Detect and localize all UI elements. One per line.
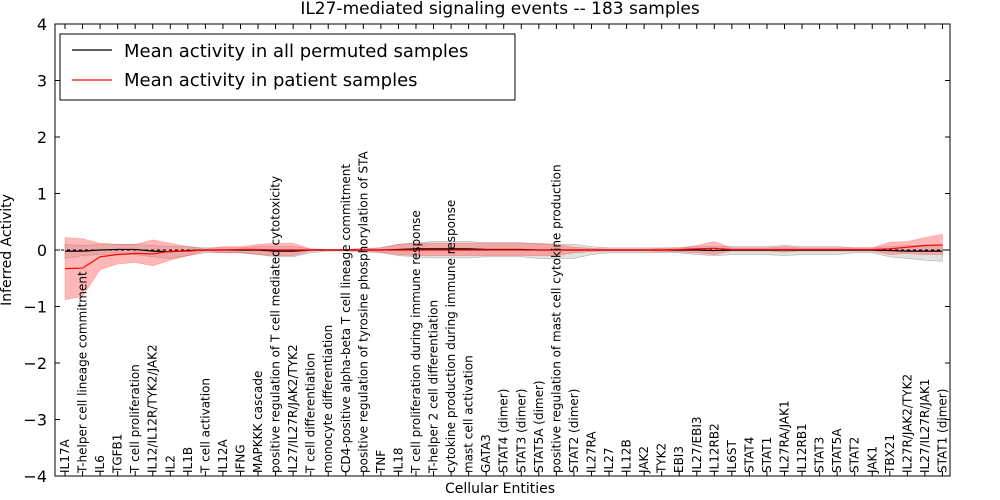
y-axis-title: Inferred Activity	[0, 194, 15, 306]
x-category-label: T cell activation	[198, 378, 212, 474]
y-tick-label: −3	[23, 411, 47, 430]
x-category-label: IL27RA/JAK1	[778, 400, 792, 473]
plot-frame	[54, 23, 951, 477]
x-category-label: IL12RB2	[707, 423, 721, 473]
x-category-label: IL27R/JAK2/TYK2	[900, 374, 914, 473]
x-category-label: EBI3	[672, 446, 686, 473]
x-category-label: STAT5A (dimer)	[532, 380, 546, 473]
x-category-label: T cell differentiation	[304, 353, 318, 474]
legend: Mean activity in all permuted samples Me…	[59, 33, 516, 101]
y-tick-label: 0	[37, 241, 47, 260]
x-category-label: T-helper 2 cell differentiation	[427, 300, 441, 474]
x-category-label: positive regulation of T cell mediated c…	[269, 176, 283, 473]
x-category-label: IL18	[391, 448, 405, 474]
x-category-label: mast cell activation	[462, 355, 476, 473]
x-category-label: JAK1	[865, 446, 879, 474]
x-category-label: IL1B	[181, 447, 195, 473]
x-category-label: STAT4	[742, 437, 756, 473]
x-category-label: IL17A	[58, 439, 72, 473]
x-category-label: T-helper cell lineage commitment	[76, 271, 90, 474]
chart-title: IL27-mediated signaling events -- 183 sa…	[300, 0, 700, 19]
x-category-label: STAT3	[813, 437, 827, 473]
x-category-label: MAPKKK cascade	[251, 371, 265, 473]
x-category-label: IL27/EBI3	[690, 416, 704, 473]
x-category-label: positive regulation of tyrosine phosphor…	[356, 150, 370, 473]
x-category-label: cytokine production during immune respon…	[444, 200, 458, 473]
legend-box	[59, 33, 516, 101]
series-band-0	[64, 241, 943, 262]
x-category-label: STAT2 (dimer)	[567, 389, 581, 473]
legend-label-permuted: Mean activity in all permuted samples	[124, 41, 468, 62]
x-category-label: monocyte differentiation	[321, 325, 335, 473]
x-category-label: STAT5A	[830, 428, 844, 473]
x-category-label: IL27	[602, 448, 616, 474]
x-category-label: STAT3 (dimer)	[514, 389, 528, 473]
x-category-label: IL2	[163, 455, 177, 473]
x-category-label: STAT1 (dimer)	[935, 389, 949, 473]
x-category-label: GATA3	[479, 434, 493, 473]
x-category-label: T cell proliferation during immune respo…	[409, 210, 423, 474]
y-tick-label: −4	[23, 467, 47, 486]
x-category-label: IL12RB1	[795, 423, 809, 473]
x-category-label: STAT2	[848, 437, 862, 473]
y-tick-label: −1	[23, 298, 47, 317]
x-category-label: IFNG	[233, 444, 247, 473]
y-tick-label: 1	[37, 185, 47, 204]
series-line-1	[64, 244, 943, 270]
x-category-label: STAT4 (dimer)	[497, 389, 511, 473]
x-category-label: IL6	[93, 455, 107, 473]
x-category-label: T cell proliferation	[128, 364, 142, 474]
x-category-label: IL12/IL12R/TYK2/JAK2	[146, 344, 160, 473]
x-category-label: JAK2	[637, 446, 651, 474]
x-category-label: TBX21	[883, 434, 897, 474]
x-category-label: IL6ST	[725, 440, 739, 473]
x-category-label: IL12B	[620, 439, 634, 473]
x-category-label: IL27RA	[584, 431, 598, 473]
x-category-label: STAT1	[760, 437, 774, 473]
x-category-label: TNF	[374, 450, 388, 474]
y-tick-label: 2	[37, 128, 47, 147]
x-category-label: TYK2	[655, 443, 669, 474]
x-axis-title: Cellular Entities	[445, 481, 555, 497]
x-category-label: CD4-positive alpha-beta T cell lineage c…	[339, 164, 353, 473]
x-category-label: IL12A	[216, 439, 230, 473]
x-category-label: positive regulation of mast cell cytokin…	[549, 164, 563, 473]
x-category-label: TGFB1	[111, 434, 125, 474]
y-tick-label: −2	[23, 354, 47, 373]
y-tick-label: 3	[37, 72, 47, 91]
legend-label-patient: Mean activity in patient samples	[124, 70, 418, 91]
y-tick-label: 4	[37, 15, 47, 34]
x-category-label: IL27/IL27R/JAK1	[918, 379, 932, 473]
x-category-label: IL27/IL27R/JAK2/TYK2	[286, 344, 300, 473]
